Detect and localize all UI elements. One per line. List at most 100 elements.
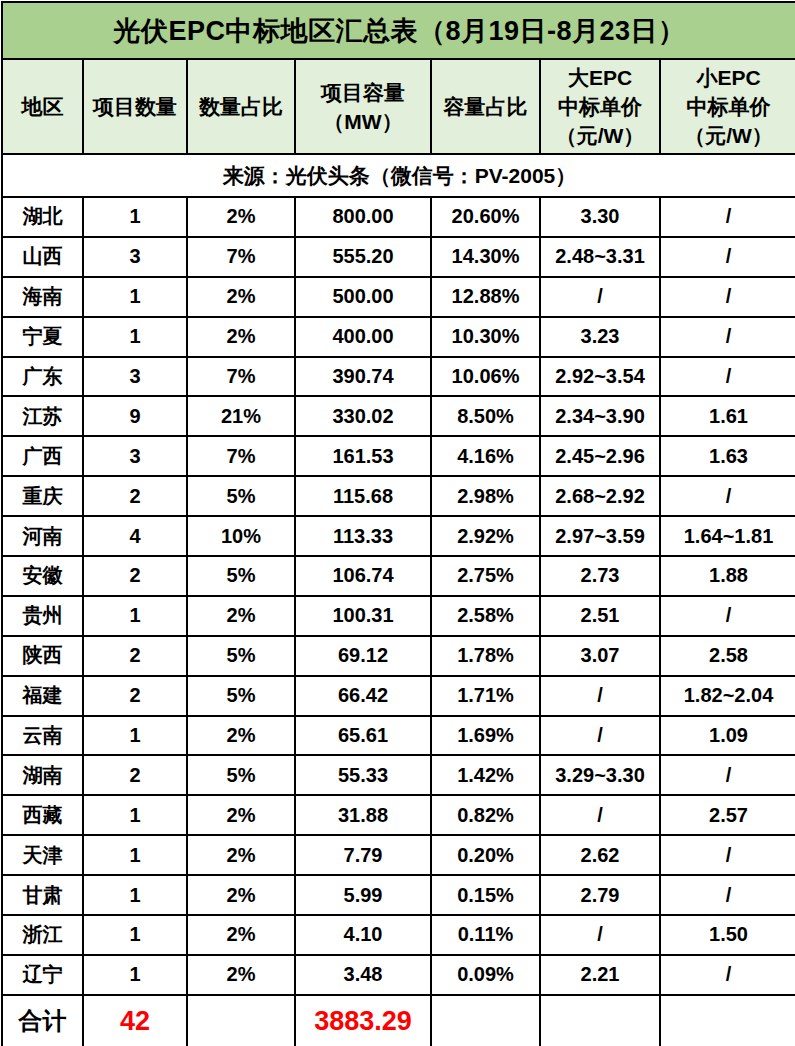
data-cell-capacity_mw: 69.12 bbox=[295, 636, 431, 676]
data-cell-capacity_mw: 31.88 bbox=[295, 795, 431, 835]
data-cell-small_epc_price: / bbox=[660, 755, 795, 795]
region-cell: 宁夏 bbox=[2, 317, 83, 357]
data-cell-project_count: 2 bbox=[83, 636, 187, 676]
table-row: 天津12%7.790.20%2.62/ bbox=[2, 835, 795, 875]
region-cell: 江苏 bbox=[2, 396, 83, 436]
empty-cell bbox=[540, 995, 660, 1046]
data-cell-project_count: 3 bbox=[83, 237, 187, 277]
data-cell-large_epc_price: 2.79 bbox=[540, 875, 660, 915]
data-cell-large_epc_price: 2.51 bbox=[540, 596, 660, 636]
region-cell: 广东 bbox=[2, 357, 83, 397]
region-cell: 甘肃 bbox=[2, 875, 83, 915]
data-cell-capacity_share: 10.30% bbox=[431, 317, 540, 357]
table-row: 辽宁12%3.480.09%2.21/ bbox=[2, 955, 795, 995]
table-row: 湖北12%800.0020.60%3.30/ bbox=[2, 197, 795, 237]
data-cell-project_count: 9 bbox=[83, 396, 187, 436]
data-cell-project_count: 1 bbox=[83, 875, 187, 915]
column-header-line: （MW） bbox=[296, 107, 430, 136]
data-cell-capacity_mw: 5.99 bbox=[295, 875, 431, 915]
data-cell-small_epc_price: 1.09 bbox=[660, 716, 795, 756]
data-cell-capacity_mw: 500.00 bbox=[295, 277, 431, 317]
data-cell-count_share: 7% bbox=[187, 237, 295, 277]
data-cell-capacity_share: 0.15% bbox=[431, 875, 540, 915]
region-cell: 山西 bbox=[2, 237, 83, 277]
empty-cell bbox=[660, 995, 795, 1046]
data-cell-count_share: 2% bbox=[187, 596, 295, 636]
data-cell-small_epc_price: 1.82~2.04 bbox=[660, 676, 795, 716]
data-cell-project_count: 1 bbox=[83, 197, 187, 237]
data-cell-count_share: 2% bbox=[187, 716, 295, 756]
table-row: 西藏12%31.880.82%/2.57 bbox=[2, 795, 795, 835]
region-cell: 云南 bbox=[2, 716, 83, 756]
data-cell-capacity_share: 2.98% bbox=[431, 476, 540, 516]
data-cell-count_share: 2% bbox=[187, 915, 295, 955]
data-cell-project_count: 1 bbox=[83, 317, 187, 357]
data-cell-project_count: 3 bbox=[83, 357, 187, 397]
data-cell-capacity_share: 1.69% bbox=[431, 716, 540, 756]
column-header-line: 项目容量 bbox=[296, 78, 430, 107]
empty-cell bbox=[187, 995, 295, 1046]
region-cell: 天津 bbox=[2, 835, 83, 875]
region-cell: 湖北 bbox=[2, 197, 83, 237]
column-header-line: 项目数量 bbox=[84, 92, 186, 121]
table-row: 浙江12%4.100.11%/1.50 bbox=[2, 915, 795, 955]
data-cell-count_share: 2% bbox=[187, 795, 295, 835]
data-cell-small_epc_price: / bbox=[660, 596, 795, 636]
data-cell-count_share: 5% bbox=[187, 755, 295, 795]
region-cell: 西藏 bbox=[2, 795, 83, 835]
table-row: 海南12%500.0012.88%// bbox=[2, 277, 795, 317]
total-row: 合计423883.29 bbox=[2, 995, 795, 1046]
column-header-line: 大EPC bbox=[541, 63, 659, 92]
data-cell-small_epc_price: 1.88 bbox=[660, 556, 795, 596]
region-cell: 辽宁 bbox=[2, 955, 83, 995]
column-header-line: 容量占比 bbox=[432, 92, 539, 121]
table-row: 广西37%161.534.16%2.45~2.961.63 bbox=[2, 436, 795, 476]
data-cell-capacity_share: 20.60% bbox=[431, 197, 540, 237]
data-cell-large_epc_price: / bbox=[540, 795, 660, 835]
total-value: 3883.29 bbox=[295, 995, 431, 1046]
region-cell: 安徽 bbox=[2, 556, 83, 596]
table-row: 云南12%65.611.69%/1.09 bbox=[2, 716, 795, 756]
column-header-line: 中标单价 bbox=[541, 92, 659, 121]
data-cell-large_epc_price: 2.62 bbox=[540, 835, 660, 875]
data-cell-capacity_share: 2.75% bbox=[431, 556, 540, 596]
column-header-line: 数量占比 bbox=[188, 92, 294, 121]
data-cell-capacity_share: 1.71% bbox=[431, 676, 540, 716]
data-cell-capacity_share: 2.92% bbox=[431, 516, 540, 556]
table-row: 宁夏12%400.0010.30%3.23/ bbox=[2, 317, 795, 357]
data-cell-capacity_mw: 3.48 bbox=[295, 955, 431, 995]
data-cell-small_epc_price: / bbox=[660, 835, 795, 875]
data-cell-project_count: 2 bbox=[83, 676, 187, 716]
region-cell: 重庆 bbox=[2, 476, 83, 516]
data-cell-small_epc_price: / bbox=[660, 317, 795, 357]
epc-summary-table: 光伏EPC中标地区汇总表（8月19日-8月23日） 地区项目数量数量占比项目容量… bbox=[1, 1, 795, 1046]
data-cell-large_epc_price: 2.45~2.96 bbox=[540, 436, 660, 476]
source-row: 来源：光伏头条（微信号：PV-2005） bbox=[2, 154, 795, 197]
table-row: 广东37%390.7410.06%2.92~3.54/ bbox=[2, 357, 795, 397]
data-cell-capacity_share: 0.09% bbox=[431, 955, 540, 995]
table-row: 湖南25%55.331.42%3.29~3.30/ bbox=[2, 755, 795, 795]
data-cell-capacity_share: 1.78% bbox=[431, 636, 540, 676]
data-cell-capacity_share: 4.16% bbox=[431, 436, 540, 476]
column-header-large_epc_price: 大EPC中标单价（元/W） bbox=[540, 59, 660, 154]
data-cell-large_epc_price: 2.68~2.92 bbox=[540, 476, 660, 516]
data-cell-project_count: 2 bbox=[83, 556, 187, 596]
data-cell-large_epc_price: / bbox=[540, 915, 660, 955]
data-cell-capacity_mw: 800.00 bbox=[295, 197, 431, 237]
data-cell-small_epc_price: 1.50 bbox=[660, 915, 795, 955]
column-header-line: 中标单价 bbox=[661, 92, 795, 121]
data-cell-project_count: 1 bbox=[83, 596, 187, 636]
data-cell-project_count: 3 bbox=[83, 436, 187, 476]
data-cell-large_epc_price: 2.34~3.90 bbox=[540, 396, 660, 436]
region-cell: 福建 bbox=[2, 676, 83, 716]
data-cell-large_epc_price: 3.30 bbox=[540, 197, 660, 237]
data-cell-capacity_mw: 115.68 bbox=[295, 476, 431, 516]
page-title: 光伏EPC中标地区汇总表（8月19日-8月23日） bbox=[2, 2, 795, 59]
source-note: 来源：光伏头条（微信号：PV-2005） bbox=[2, 154, 795, 197]
data-cell-small_epc_price: / bbox=[660, 955, 795, 995]
data-cell-project_count: 1 bbox=[83, 277, 187, 317]
data-cell-project_count: 4 bbox=[83, 516, 187, 556]
data-cell-large_epc_price: 3.29~3.30 bbox=[540, 755, 660, 795]
data-cell-count_share: 7% bbox=[187, 436, 295, 476]
data-cell-capacity_share: 0.20% bbox=[431, 835, 540, 875]
